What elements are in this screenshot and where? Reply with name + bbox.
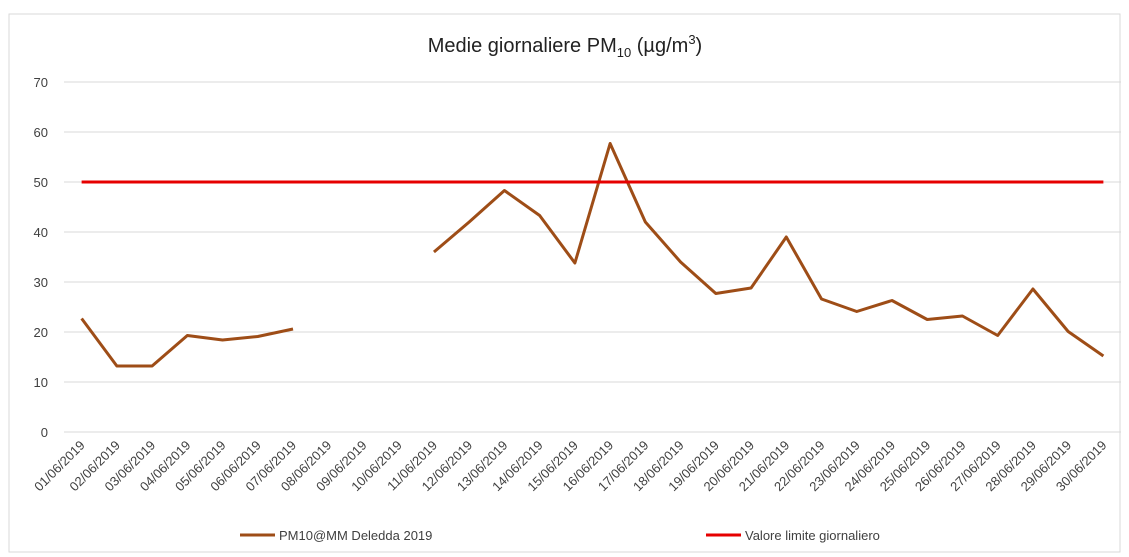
data-line bbox=[80, 142, 1105, 368]
y-tick-label: 60 bbox=[34, 125, 48, 140]
legend-label: PM10@MM Deledda 2019 bbox=[279, 528, 432, 543]
title-superscript: 3 bbox=[688, 32, 695, 47]
title-subscript: 10 bbox=[617, 45, 631, 60]
y-tick-label: 70 bbox=[34, 75, 48, 90]
title-part: Medie giornaliere PM bbox=[428, 35, 617, 57]
title-part: ) bbox=[696, 35, 703, 57]
y-tick-label: 40 bbox=[34, 225, 48, 240]
chart-title: Medie giornaliere PM10 (µg/m3) bbox=[428, 32, 702, 60]
y-tick-label: 30 bbox=[34, 275, 48, 290]
y-tick-label: 20 bbox=[34, 325, 48, 340]
y-tick-label: 10 bbox=[34, 375, 48, 390]
y-tick-label: 0 bbox=[41, 425, 48, 440]
y-tick-label: 50 bbox=[34, 175, 48, 190]
legend-label: Valore limite giornaliero bbox=[745, 528, 880, 543]
chart-border bbox=[8, 13, 1121, 553]
title-part: (µg/m bbox=[631, 35, 688, 57]
